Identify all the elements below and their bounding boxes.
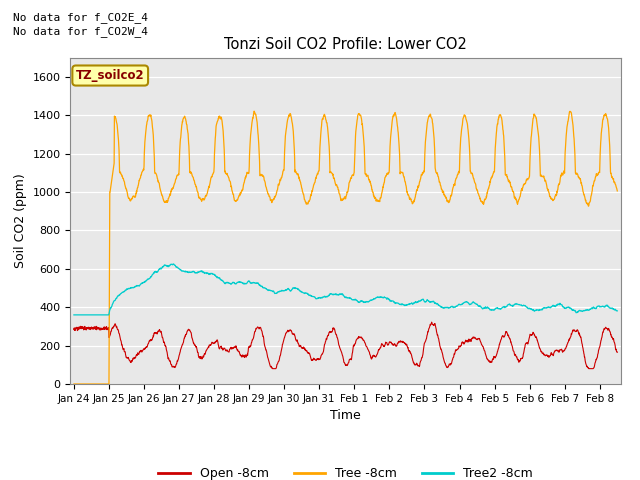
X-axis label: Time: Time [330,409,361,422]
Text: No data for f_CO2E_4: No data for f_CO2E_4 [13,12,148,23]
Text: TZ_soilco2: TZ_soilco2 [76,69,145,82]
Text: No data for f_CO2W_4: No data for f_CO2W_4 [13,26,148,37]
Y-axis label: Soil CO2 (ppm): Soil CO2 (ppm) [14,173,27,268]
Legend: Open -8cm, Tree -8cm, Tree2 -8cm: Open -8cm, Tree -8cm, Tree2 -8cm [154,462,538,480]
Title: Tonzi Soil CO2 Profile: Lower CO2: Tonzi Soil CO2 Profile: Lower CO2 [224,37,467,52]
